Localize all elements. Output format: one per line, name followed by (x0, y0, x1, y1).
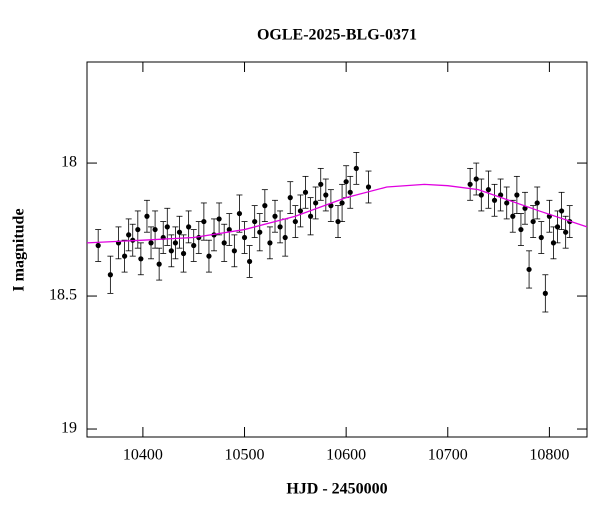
data-point (563, 229, 569, 235)
data-point (107, 272, 113, 278)
chart-title: OGLE-2025-BLG-0371 (257, 27, 417, 44)
data-point (262, 203, 268, 209)
data-point (353, 165, 359, 171)
data-point (292, 218, 298, 225)
data-point (180, 250, 187, 257)
data-point (216, 216, 222, 222)
model-curve (86, 183, 588, 244)
data-point (347, 189, 353, 195)
data-point (282, 234, 288, 241)
y-tick-label: 18.5 (49, 287, 77, 304)
data-point (126, 232, 132, 238)
data-point (138, 256, 144, 262)
data-point (510, 213, 516, 219)
data-point (485, 187, 492, 193)
data-point (335, 218, 341, 225)
data-point (365, 184, 372, 190)
data-point (491, 197, 498, 203)
data-point (550, 240, 557, 246)
x-tick-label: 10400 (123, 447, 163, 464)
data-point (277, 224, 283, 230)
data-point (176, 229, 183, 235)
data-point (478, 192, 484, 198)
data-point (339, 200, 345, 206)
data-point (135, 226, 141, 233)
data-point (226, 226, 232, 233)
data-point (272, 213, 278, 219)
data-point (287, 195, 293, 201)
data-point (144, 213, 150, 219)
data-point (152, 226, 158, 233)
data-point (514, 192, 520, 198)
data-point (241, 234, 248, 241)
data-point (267, 240, 273, 246)
y-axis-label: I magnitude (11, 208, 28, 291)
data-point (343, 179, 349, 185)
data-point (318, 181, 324, 187)
data-point (473, 176, 479, 182)
data-point (530, 218, 536, 225)
data-point (236, 210, 243, 217)
x-tick-label: 10600 (326, 447, 366, 464)
y-tick-label: 18 (61, 154, 77, 171)
data-point (172, 240, 179, 246)
data-point (186, 224, 192, 230)
data-point (558, 208, 565, 214)
data-point (201, 218, 207, 225)
data-point (95, 242, 101, 249)
data-point (498, 192, 504, 198)
data-point (467, 181, 473, 187)
data-point (518, 226, 524, 233)
data-point (168, 248, 174, 254)
data-point (191, 242, 197, 249)
x-tick-label: 10700 (428, 447, 468, 464)
data-point (206, 253, 212, 259)
data-point (257, 229, 263, 235)
data-point (554, 224, 561, 230)
x-tick-label: 10500 (225, 447, 265, 464)
data-point (526, 266, 532, 273)
data-point (122, 253, 128, 259)
x-axis-label: HJD - 2450000 (286, 481, 387, 498)
data-point (307, 213, 314, 219)
y-tick-label: 19 (61, 420, 77, 437)
data-point (313, 200, 319, 206)
data-point (538, 234, 544, 241)
data-point (221, 240, 227, 246)
data-point (164, 224, 170, 230)
data-point (542, 290, 548, 296)
data-point (297, 208, 304, 214)
data-point (302, 189, 309, 195)
data-point (504, 200, 510, 206)
plot-frame (86, 61, 588, 438)
data-point (252, 218, 258, 225)
data-point (247, 258, 253, 265)
data-point (323, 192, 329, 198)
data-point (156, 261, 162, 267)
data-point (534, 200, 540, 206)
data-point (148, 240, 154, 246)
data-point (231, 248, 237, 254)
x-tick-label: 10800 (529, 447, 569, 464)
